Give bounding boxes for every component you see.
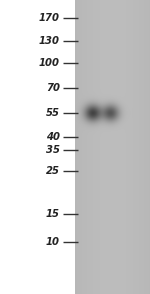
Text: 70: 70 (46, 83, 60, 93)
Text: 100: 100 (39, 58, 60, 68)
Text: 40: 40 (46, 132, 60, 142)
Text: 10: 10 (46, 237, 60, 247)
Text: 130: 130 (39, 36, 60, 46)
Text: 15: 15 (46, 209, 60, 219)
Text: 25: 25 (46, 166, 60, 176)
Bar (0, 0, 75, 294)
Text: 55: 55 (46, 108, 60, 118)
Text: 35: 35 (46, 145, 60, 155)
Text: 170: 170 (39, 13, 60, 23)
